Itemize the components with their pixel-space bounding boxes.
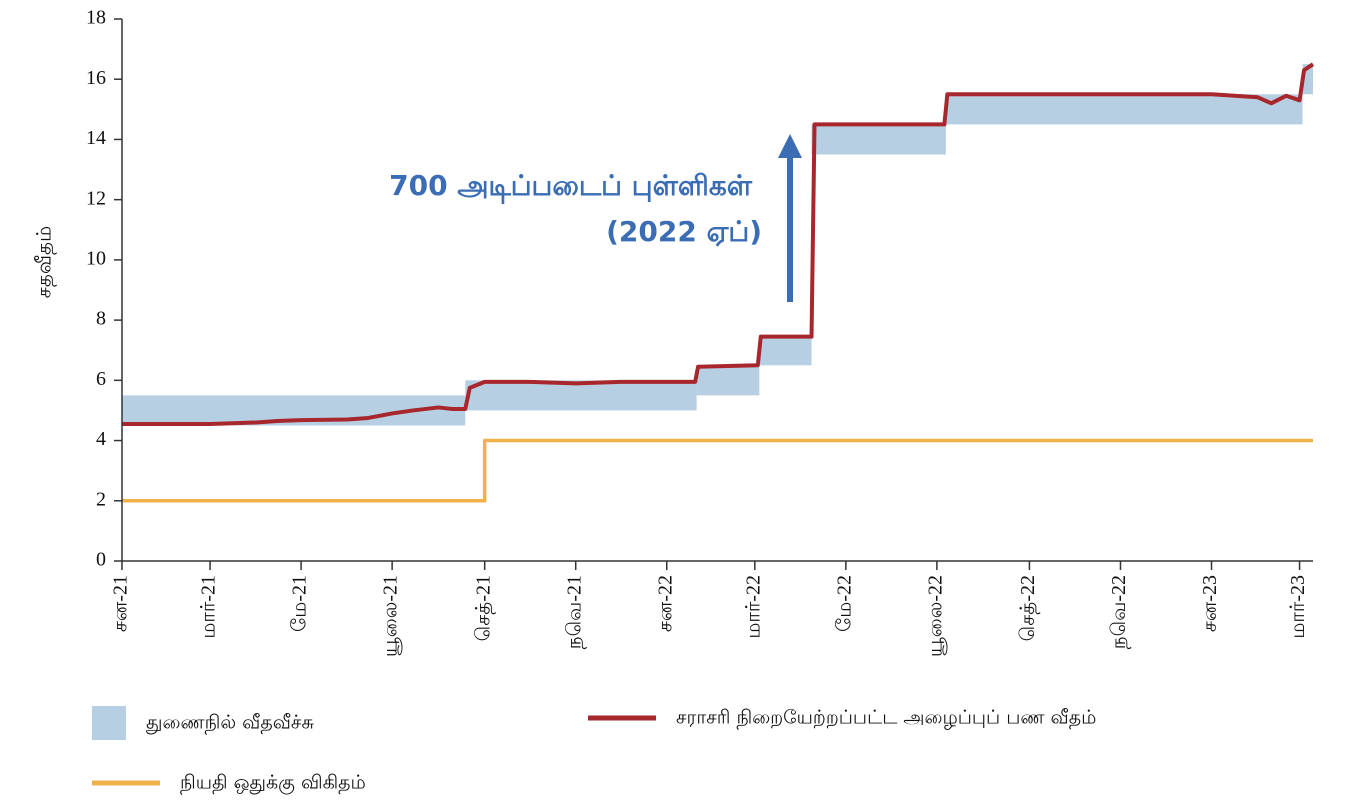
series-line	[122, 62, 1315, 426]
x-tick-label: செத்-22	[1017, 575, 1040, 641]
y-tick-label: 8	[96, 308, 106, 330]
band-segment	[696, 365, 760, 396]
y-axis-label: சதவீதம்	[34, 226, 57, 298]
band-segment	[465, 380, 697, 411]
x-tick-label: நவெ-22	[1108, 575, 1131, 649]
x-tick-label: சன-23	[1199, 575, 1221, 632]
series-line	[122, 438, 1313, 503]
x-tick-label: மார்-21	[198, 575, 220, 639]
y-tick-label: 2	[96, 488, 106, 510]
x-tick-label: மே-21	[289, 575, 311, 632]
y-tick-label: 0	[96, 549, 106, 571]
x-tick-label: நவெ-21	[563, 575, 586, 649]
band-segment	[1302, 64, 1313, 95]
x-tick-label: செத்-21	[472, 575, 495, 641]
x-tick-label: மார்-23	[1287, 575, 1309, 639]
y-tick-label: 6	[96, 368, 106, 390]
legend-label: துணைநில் வீதவீச்சு	[146, 712, 314, 735]
band-segment	[759, 335, 812, 366]
y-tick-label: 12	[86, 187, 106, 209]
y-tick-label: 14	[86, 127, 106, 149]
band-segment	[945, 94, 1303, 125]
x-tick-label: சன-22	[654, 575, 676, 632]
x-tick-label: சன-21	[110, 575, 132, 632]
y-tick-label: 18	[86, 7, 106, 29]
y-tick-label: 16	[86, 67, 106, 89]
annotation: 700 அடிப்படைப் புள்ளிகள்	[389, 169, 753, 204]
x-tick-label: மார்-22	[742, 575, 764, 639]
annotation: (2022 ஏப்)	[606, 215, 762, 248]
y-tick-label: 10	[86, 247, 106, 269]
x-tick-label: யூலை-22	[924, 575, 947, 657]
legend-label: நியதி ஒதுக்கு விகிதம்	[180, 772, 366, 795]
x-tick-label: யூலை-21	[380, 575, 403, 657]
band-segment	[811, 124, 946, 155]
y-tick-label: 4	[96, 428, 106, 450]
legend-swatch	[92, 706, 126, 740]
arrow-head	[778, 134, 802, 158]
plot: 0 2 4 6 8 10 12 14 16 18 சன-21 மார்-21 மே-21 யூலை-21 ச…	[86, 7, 1315, 657]
legend-label: சராசரி நிறையேற்றப்பட்ட அழைப்புப் பண வீதம…	[676, 707, 1096, 730]
x-tick-label: மே-22	[833, 575, 855, 632]
